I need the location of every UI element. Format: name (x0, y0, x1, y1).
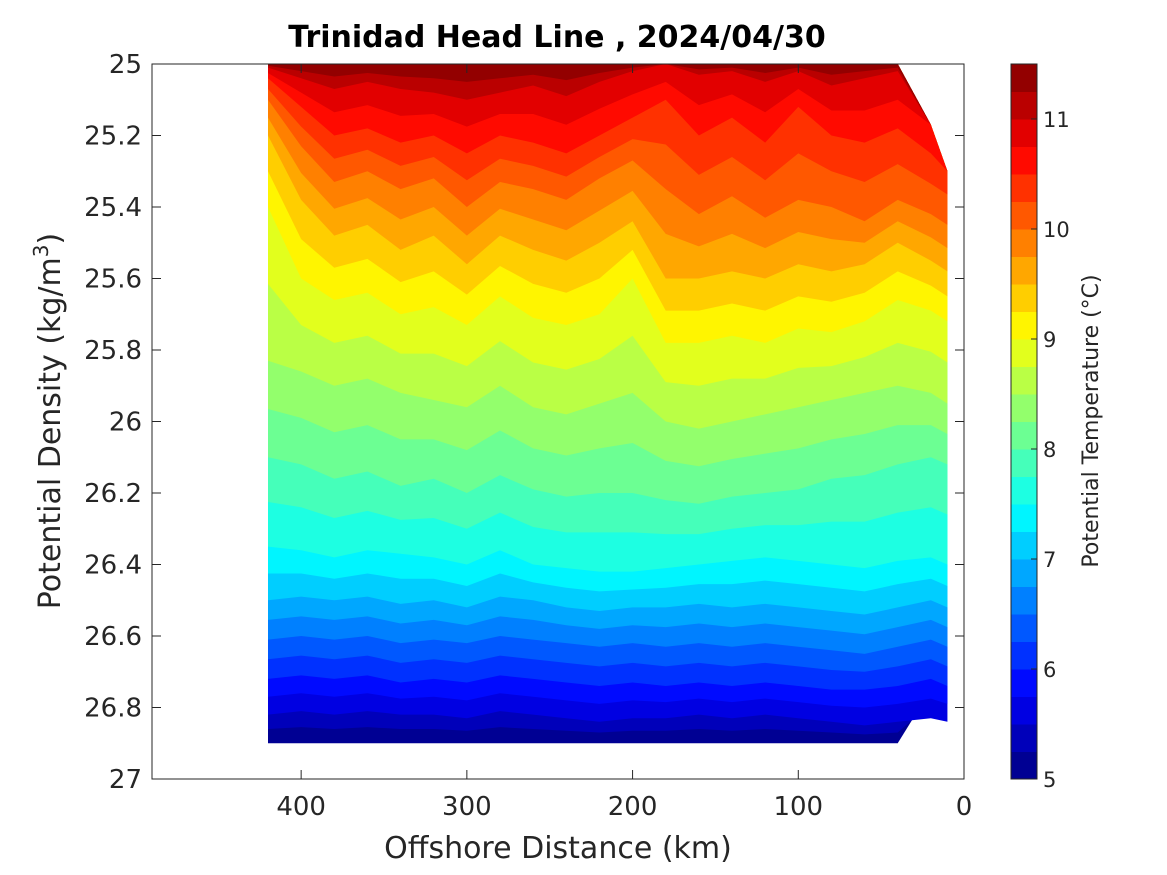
colorbar-swatch (1011, 696, 1037, 725)
x-tick-label: 200 (608, 792, 658, 822)
colorbar-swatch (1011, 724, 1037, 752)
y-tick-label: 25 (109, 50, 142, 80)
contour-band (268, 64, 948, 172)
colorbar-swatch (1011, 751, 1037, 780)
colorbar-swatch (1011, 394, 1037, 422)
x-axis-label: Offshore Distance (km) (384, 831, 732, 866)
x-axis: 400 300 200 100 0 (276, 64, 972, 822)
x-tick-label: 300 (442, 792, 492, 822)
colorbar-swatch (1011, 174, 1037, 202)
colorbar-swatch (1011, 586, 1037, 615)
colorbar-swatch (1011, 119, 1037, 147)
y-tick-label: 26.6 (84, 622, 142, 652)
y-tick-label: 27 (109, 765, 142, 795)
y-tick-label: 26.4 (84, 551, 142, 581)
chart-title: Trinidad Head Line , 2024/04/30 (288, 20, 825, 55)
y-axis-label-superscript: 3 (29, 244, 53, 257)
y-tick-label: 26.2 (84, 479, 142, 509)
y-axis-label-close: ) (33, 233, 68, 245)
colorbar: 5 6 7 8 9 10 11 (1010, 63, 1070, 792)
colorbar-tick-label: 11 (1043, 108, 1070, 132)
colorbar-swatch (1011, 284, 1037, 312)
contour-fill-area (268, 64, 948, 744)
y-tick-label: 26.8 (84, 694, 142, 724)
colorbar-swatch (1011, 531, 1037, 560)
colorbar-swatch (1011, 504, 1037, 532)
y-tick-label: 25.6 (84, 265, 142, 295)
colorbar-tick-label: 7 (1043, 548, 1056, 572)
colorbar-tick-label: 9 (1043, 328, 1056, 352)
y-axis-label-main: Potential Density (kg/m (33, 257, 68, 609)
x-tick-label: 100 (773, 792, 823, 822)
colorbar-swatch (1011, 201, 1037, 230)
colorbar-label: Potential Temperature (°C) (1079, 274, 1104, 567)
colorbar-tick-label: 8 (1043, 438, 1056, 462)
colorbar-swatch (1011, 311, 1037, 340)
colorbar-swatch (1011, 614, 1037, 642)
colorbar-swatch (1011, 256, 1037, 285)
colorbar-swatch (1011, 559, 1037, 587)
colorbar-swatch (1011, 669, 1037, 697)
colorbar-swatch (1011, 146, 1037, 175)
x-tick-label: 400 (276, 792, 326, 822)
x-tick-label: 0 (956, 792, 973, 822)
y-tick-label: 25.8 (84, 336, 142, 366)
contour-band (268, 64, 948, 172)
colorbar-swatch (1011, 476, 1037, 505)
colorbar-tick-label: 6 (1043, 658, 1056, 682)
colorbar-frame (1010, 63, 1038, 780)
y-axis: 25 25.2 25.4 25.6 25.8 26 26.2 26.4 26.6 26.8 27 (84, 50, 964, 795)
colorbar-swatch (1011, 366, 1037, 395)
colorbar-swatch (1011, 421, 1037, 450)
colorbar-swatch (1011, 229, 1037, 257)
y-tick-label: 25.2 (84, 122, 142, 152)
colorbar-swatch (1011, 449, 1037, 477)
y-tick-label: 25.4 (84, 193, 142, 223)
y-axis-label: Potential Density (kg/m3) (29, 233, 68, 609)
colorbar-swatch (1011, 641, 1037, 670)
colorbar-tick-label: 10 (1043, 218, 1070, 242)
y-tick-label: 26 (109, 408, 142, 438)
colorbar-swatch (1011, 64, 1037, 92)
colorbar-tick-label: 5 (1043, 768, 1056, 792)
colorbar-swatch (1011, 91, 1037, 120)
colorbar-swatch (1011, 339, 1037, 367)
